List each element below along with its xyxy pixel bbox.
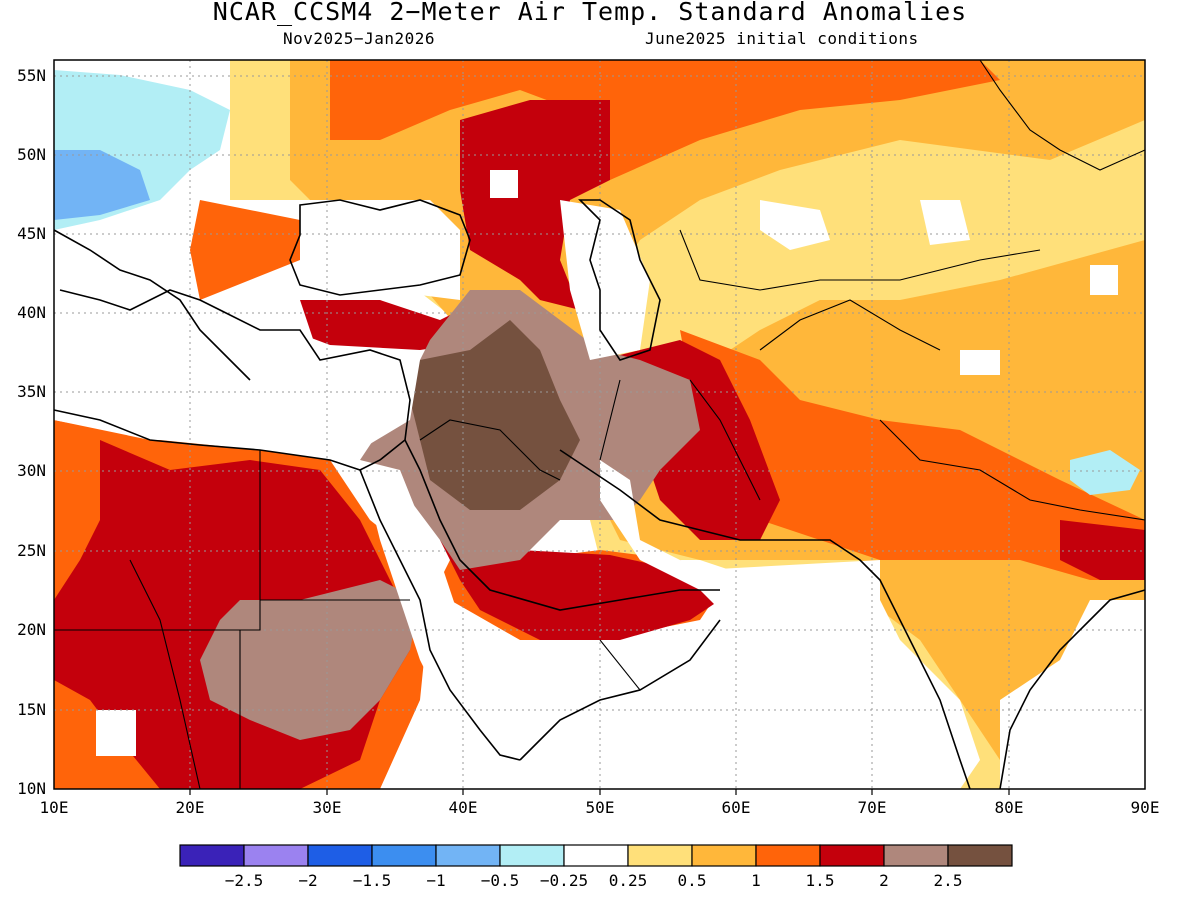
colorbar-tick-label: 2 [879,871,889,890]
colorbar-swatch [883,844,949,867]
colorbar-tick-label: −0.5 [480,871,520,890]
lat-label-30n: 30N [17,461,46,480]
colorbar-tick-label: 0.5 [677,871,707,890]
graticule [54,60,1145,789]
colorbar [179,844,1013,867]
axis-ticks [189,789,1010,795]
colorbar-tick-label: 0.25 [608,871,648,890]
colorbar-tick-label: −2.5 [224,871,264,890]
lat-label-35n: 35N [17,382,46,401]
colorbar-tick-label: 2.5 [933,871,963,890]
colorbar-swatch [499,844,565,867]
colorbar-tick-label: 1.5 [805,871,835,890]
colorbar-swatch [243,844,309,867]
map-title: NCAR_CCSM4 2−Meter Air Temp. Standard An… [212,0,968,26]
colorbar-swatch [627,844,693,867]
colorbar-tick-label: −2 [298,871,318,890]
colorbar-swatch [755,844,821,867]
lat-label-15n: 15N [17,700,46,719]
initial-conditions: June2025 initial conditions [645,29,919,48]
lon-label-80e: 80E [994,798,1024,817]
colorbar-swatch [563,844,629,867]
lat-label-50n: 50N [17,145,46,164]
lon-label-40e: 40E [448,798,478,817]
colorbar-tick-label: −1.5 [352,871,392,890]
colorbar-swatch [371,844,437,867]
lon-label-50e: 50E [585,798,615,817]
colorbar-tick-label: 1 [751,871,761,890]
colorbar-swatch [819,844,885,867]
lat-label-40n: 40N [17,303,46,322]
lon-label-90e: 90E [1130,798,1160,817]
colorbar-swatch [307,844,373,867]
colorbar-tick-label: −0.25 [539,871,589,890]
lat-label-20n: 20N [17,620,46,639]
colorbar-swatch [691,844,757,867]
political-borders [54,59,1146,790]
colorbar-swatch [179,844,245,867]
forecast-period: Nov2025−Jan2026 [283,29,435,48]
lon-label-20e: 20E [175,798,205,817]
lon-label-70e: 70E [857,798,887,817]
lat-label-55n: 55N [17,66,46,85]
lon-label-10e: 10E [39,798,69,817]
colorbar-tick-label: −1 [426,871,446,890]
lon-label-30e: 30E [312,798,342,817]
lat-label-45n: 45N [17,224,46,243]
lat-label-10n: 10N [17,779,46,798]
colorbar-swatch [435,844,501,867]
lon-label-60e: 60E [721,798,751,817]
lat-label-25n: 25N [17,541,46,560]
colorbar-swatch [947,844,1013,867]
coastlines [53,199,1146,790]
